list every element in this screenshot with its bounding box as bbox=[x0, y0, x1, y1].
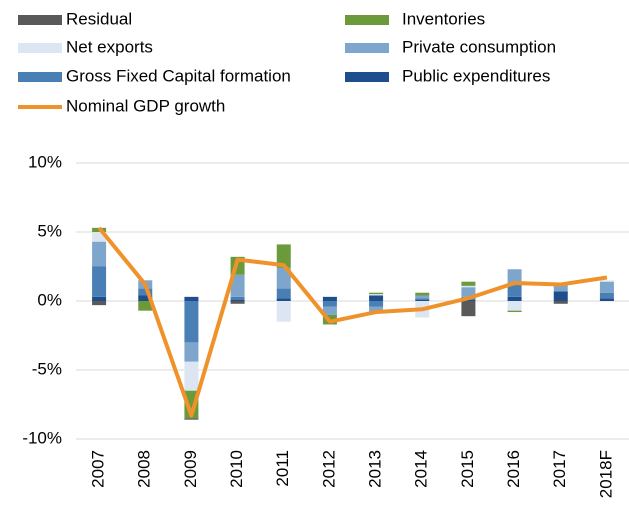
bar-segment bbox=[369, 295, 384, 301]
bar-segment bbox=[599, 280, 614, 282]
x-tick-label: 2018F bbox=[596, 450, 615, 498]
bar-segment bbox=[276, 244, 291, 268]
bar-segment bbox=[599, 298, 614, 301]
bar-segment bbox=[322, 296, 337, 301]
bar-segment bbox=[415, 299, 430, 301]
bar-segment bbox=[553, 291, 568, 301]
legend-label: Public expenditures bbox=[402, 66, 550, 85]
legend-label: Gross Fixed Capital formation bbox=[66, 66, 291, 85]
bar-segment bbox=[461, 281, 476, 286]
legend-label: Net exports bbox=[66, 37, 153, 56]
bar-segment bbox=[92, 296, 107, 301]
bar-segment bbox=[415, 295, 430, 299]
bar-segment bbox=[415, 292, 430, 296]
bar-segment bbox=[461, 285, 476, 288]
bar-segment bbox=[92, 266, 107, 297]
bar-segment bbox=[138, 301, 153, 311]
bar-segment bbox=[184, 301, 199, 343]
bar-segment bbox=[230, 274, 245, 297]
bar-segment bbox=[276, 288, 291, 299]
bar-segment bbox=[138, 288, 153, 296]
legend-label: Private consumption bbox=[402, 37, 556, 56]
bar-segment bbox=[507, 284, 522, 297]
legend-swatch bbox=[345, 15, 389, 25]
bar-segment bbox=[369, 301, 384, 307]
x-tick-label: 2009 bbox=[181, 450, 200, 488]
legend-swatch bbox=[18, 43, 62, 53]
bar-segment bbox=[276, 298, 291, 301]
x-tick-label: 2017 bbox=[550, 450, 569, 488]
line bbox=[97, 226, 608, 418]
bar-segment bbox=[92, 241, 107, 267]
bar-segment bbox=[322, 306, 337, 315]
bar-segment bbox=[507, 296, 522, 301]
legend-swatch bbox=[18, 15, 62, 25]
bar-segment bbox=[369, 306, 384, 314]
bar-segment bbox=[507, 301, 522, 311]
x-tick-label: 2010 bbox=[227, 450, 246, 488]
bar-segment bbox=[322, 301, 337, 307]
legend-label: Nominal GDP growth bbox=[66, 96, 225, 115]
bar-segment bbox=[599, 281, 614, 293]
bar-segment bbox=[184, 296, 199, 301]
y-tick-label: 10% bbox=[28, 152, 62, 171]
x-tick-label: 2011 bbox=[273, 450, 292, 487]
bar-segment bbox=[184, 361, 199, 391]
legend-swatch bbox=[345, 72, 389, 82]
bar-segment bbox=[599, 292, 614, 299]
bar-segment bbox=[369, 292, 384, 295]
bar-segment bbox=[461, 301, 476, 317]
bar-segment bbox=[507, 269, 522, 285]
y-tick-label: 5% bbox=[37, 221, 62, 240]
x-tick-label: 2016 bbox=[504, 450, 523, 488]
x-tick-label: 2008 bbox=[135, 450, 154, 488]
x-tick-label: 2014 bbox=[412, 450, 431, 488]
bar-segment bbox=[553, 284, 568, 292]
bar-segment bbox=[230, 296, 245, 300]
bar-segment bbox=[92, 232, 107, 242]
bar-segment bbox=[507, 310, 522, 313]
x-tick-label: 2007 bbox=[89, 450, 108, 488]
bar-segment bbox=[276, 301, 291, 322]
y-tick-label: -10% bbox=[22, 428, 62, 447]
y-tick-label: -5% bbox=[32, 359, 62, 378]
x-tick-label: 2012 bbox=[319, 450, 338, 488]
bar-segment bbox=[92, 301, 107, 306]
y-tick-label: 0% bbox=[37, 290, 62, 309]
bar-segment bbox=[415, 298, 430, 300]
x-tick-label: 2013 bbox=[366, 450, 385, 488]
bar-segment bbox=[553, 301, 568, 304]
bar-segment bbox=[184, 418, 199, 420]
bar-segment bbox=[230, 299, 245, 301]
legend-label: Inventories bbox=[402, 9, 485, 28]
bar-segment bbox=[276, 267, 291, 289]
legend-swatch bbox=[345, 43, 389, 53]
bar-segment bbox=[184, 342, 199, 362]
bar-segment bbox=[138, 295, 153, 301]
x-tick-label: 2015 bbox=[458, 450, 477, 488]
bar-segment bbox=[461, 287, 476, 297]
legend-swatch bbox=[18, 72, 62, 82]
bar-segment bbox=[461, 299, 476, 301]
bar-segment bbox=[230, 301, 245, 304]
legend-label: Residual bbox=[66, 9, 132, 28]
bar-segment bbox=[369, 294, 384, 296]
